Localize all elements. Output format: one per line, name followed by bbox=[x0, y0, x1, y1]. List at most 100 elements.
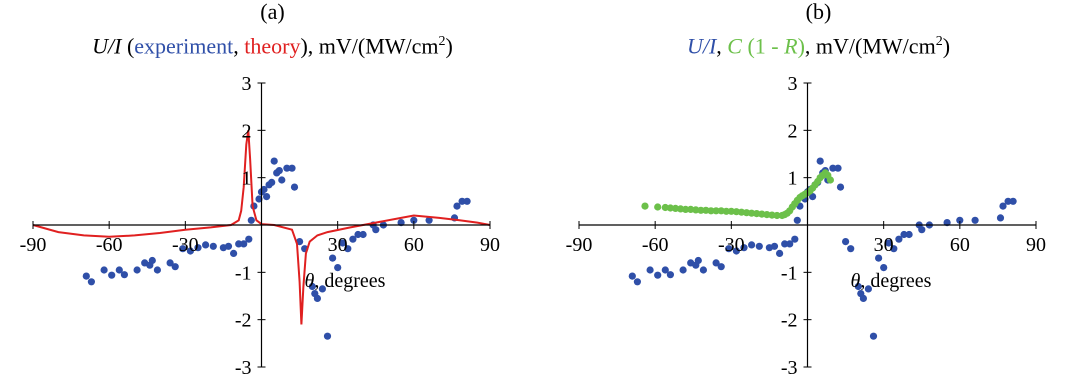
x-tick-label-b-1: -60 bbox=[642, 234, 669, 256]
data-point-a-0-35 bbox=[278, 176, 286, 184]
data-point-a-0-4 bbox=[115, 266, 123, 274]
data-point-b-0-61 bbox=[1004, 197, 1012, 205]
data-point-b-0-0 bbox=[628, 272, 636, 280]
y-tick-label-a-5: 3 bbox=[242, 73, 252, 95]
title-a-series-theory: theory bbox=[244, 33, 301, 59]
data-point-a-0-19 bbox=[224, 242, 233, 250]
title-b-sup: 2 bbox=[935, 34, 943, 49]
x-tick-label-a-0: -90 bbox=[20, 234, 47, 256]
data-point-a-0-54 bbox=[372, 226, 380, 234]
data-point-b-0-11 bbox=[712, 259, 720, 267]
y-tick-label-b-0: -3 bbox=[781, 357, 798, 379]
x-tick-label-a-2: -30 bbox=[172, 234, 199, 256]
y-tick-label-a-1: -2 bbox=[235, 310, 252, 332]
data-point-b-0-51 bbox=[900, 230, 908, 239]
y-tick-label-b-2: -1 bbox=[781, 262, 798, 284]
data-point-b-0-58 bbox=[971, 216, 979, 224]
title-b-sep: , bbox=[716, 33, 728, 59]
data-point-a-0-28 bbox=[260, 185, 268, 194]
data-point-b-1-11 bbox=[707, 207, 715, 215]
data-point-b-0-54 bbox=[918, 226, 926, 234]
title-a-units-end: ) bbox=[445, 33, 453, 59]
data-point-b-0-32 bbox=[816, 157, 824, 165]
data-point-a-0-50 bbox=[349, 235, 357, 243]
chart-panel-a: (a) U/I (experiment, theory), mV/(MW/cm2… bbox=[0, 0, 545, 387]
data-point-a-0-13 bbox=[179, 245, 187, 253]
data-point-b-0-21 bbox=[781, 240, 789, 248]
data-point-b-0-37 bbox=[834, 164, 842, 172]
data-point-b-0-13 bbox=[725, 245, 733, 253]
data-point-b-1-9 bbox=[697, 206, 705, 214]
x-tick-label-b-4: 60 bbox=[950, 234, 970, 256]
data-point-b-0-1 bbox=[633, 278, 641, 286]
x-axis-label-a: θ, degrees bbox=[305, 270, 386, 292]
data-point-a-0-49 bbox=[344, 245, 352, 253]
title-a-close: ), bbox=[300, 33, 319, 59]
data-point-a-0-41 bbox=[308, 282, 316, 291]
y-tick-label-a-3: 1 bbox=[242, 168, 252, 190]
data-point-b-0-6 bbox=[679, 266, 687, 274]
title-b-end: ) bbox=[797, 33, 805, 59]
chart-panel-b: (b) U/I, C (1 - R), mV/(MW/cm2) -90 -60 -3… bbox=[546, 0, 1091, 387]
data-point-a-0-60 bbox=[453, 202, 461, 210]
data-point-b-1-6 bbox=[682, 205, 690, 213]
data-point-a-0-47 bbox=[334, 264, 342, 272]
title-b-units: mV/(MW/cm bbox=[815, 33, 936, 59]
data-point-b-0-39 bbox=[842, 238, 850, 246]
x-tick-label-b-3: 30 bbox=[874, 234, 894, 256]
data-point-a-0-1 bbox=[87, 278, 95, 286]
data-point-a-0-12 bbox=[171, 263, 179, 271]
data-point-b-0-20 bbox=[776, 249, 784, 257]
plot-area-b: -90 -60 -30 30 60 90 -3 -2 -1 1 2 3 θ, degrees bbox=[566, 73, 1046, 379]
data-point-a-0-57 bbox=[410, 216, 418, 224]
data-point-a-0-29 bbox=[263, 193, 271, 201]
data-point-b-1-24 bbox=[773, 211, 781, 220]
data-point-b-0-9 bbox=[694, 256, 702, 265]
data-point-b-0-57 bbox=[956, 216, 964, 224]
data-point-a-0-62 bbox=[463, 197, 471, 205]
data-point-a-0-10 bbox=[153, 266, 161, 274]
data-point-a-0-34 bbox=[275, 167, 283, 175]
data-point-a-0-5 bbox=[120, 271, 128, 279]
y-tick-label-a-2: -1 bbox=[235, 262, 252, 284]
title-a-open: ( bbox=[121, 33, 135, 59]
data-point-b-0-46 bbox=[875, 254, 883, 262]
data-point-b-0-41 bbox=[854, 282, 862, 291]
data-point-b-1-12 bbox=[712, 207, 720, 215]
y-tick-label-b-4: 2 bbox=[788, 120, 798, 142]
data-point-b-0-5 bbox=[666, 271, 674, 279]
data-point-a-0-17 bbox=[209, 242, 217, 250]
title-a-series-experiment: experiment bbox=[134, 33, 234, 59]
data-point-b-1-1 bbox=[654, 203, 662, 211]
data-point-a-0-21 bbox=[235, 240, 243, 248]
data-point-b-0-43 bbox=[859, 294, 867, 302]
data-point-a-0-15 bbox=[194, 244, 202, 252]
title-b-comma: , bbox=[804, 33, 816, 59]
title-b-c: C bbox=[727, 33, 742, 59]
data-point-a-0-11 bbox=[166, 259, 174, 267]
data-point-a-0-20 bbox=[230, 249, 238, 257]
data-point-b-0-47 bbox=[880, 264, 888, 272]
data-point-a-0-14 bbox=[186, 247, 194, 255]
x-tick-label-a-1: -60 bbox=[96, 234, 123, 256]
data-point-a-0-48 bbox=[339, 239, 347, 247]
data-point-b-1-14 bbox=[722, 207, 730, 215]
x-axis-label-var-b: θ bbox=[851, 270, 861, 292]
data-point-a-0-16 bbox=[202, 241, 210, 249]
data-point-b-0-23 bbox=[791, 235, 799, 243]
data-point-a-0-61 bbox=[458, 197, 466, 205]
data-point-a-0-3 bbox=[108, 271, 116, 279]
data-point-a-0-58 bbox=[425, 216, 433, 224]
data-point-b-0-24 bbox=[793, 216, 801, 224]
data-point-b-0-16 bbox=[748, 241, 756, 249]
data-point-b-0-59 bbox=[996, 214, 1005, 222]
x-axis-label-rest-a: , degrees bbox=[314, 270, 385, 292]
data-point-b-0-15 bbox=[740, 244, 748, 252]
title-b-units-end: ) bbox=[942, 33, 951, 59]
data-point-b-0-50 bbox=[895, 235, 903, 243]
panel-label-b: (b) bbox=[805, 0, 832, 24]
data-point-a-0-32 bbox=[270, 157, 278, 165]
data-point-b-0-60 bbox=[999, 202, 1007, 210]
data-point-b-0-10 bbox=[699, 266, 707, 274]
x-tick-label-b-2: -30 bbox=[718, 234, 745, 256]
